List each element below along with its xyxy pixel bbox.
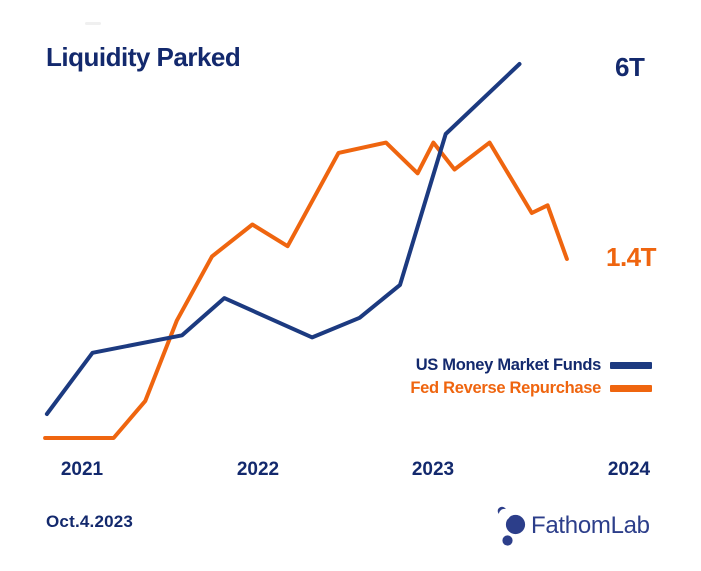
x-tick-2023: 2023 [411, 459, 455, 480]
legend-label-money-market: US Money Market Funds [415, 356, 602, 374]
end-value-label-reverse-repo: 1.4T [606, 242, 657, 272]
chart-title: Liquidity Parked [46, 42, 241, 72]
legend-item-reverse-repo: Fed Reverse Repurchase [410, 379, 652, 398]
legend: US Money Market Funds Fed Reverse Repurc… [0, 356, 652, 398]
as-of-date: Oct.4.2023 [46, 512, 134, 531]
brand-logo: FathomLab [490, 500, 650, 552]
fathomlab-logo-icon [497, 506, 526, 546]
x-tick-2021: 2021 [60, 459, 104, 480]
end-value-label-money-market: 6T [615, 52, 645, 82]
legend-swatch-reverse-repo [610, 385, 652, 392]
legend-swatch-money-market [610, 362, 652, 369]
series-line-fed-reverse-repurchase [43, 140, 569, 440]
series-line-us-money-market-funds [44, 62, 522, 416]
legend-item-money-market: US Money Market Funds [416, 356, 652, 375]
legend-label-reverse-repo: Fed Reverse Repurchase [410, 379, 601, 397]
x-tick-2022: 2022 [236, 459, 280, 480]
brand-name: FathomLab [531, 512, 650, 539]
x-tick-2024: 2024 [607, 459, 651, 480]
smudge-artifact [85, 22, 101, 25]
